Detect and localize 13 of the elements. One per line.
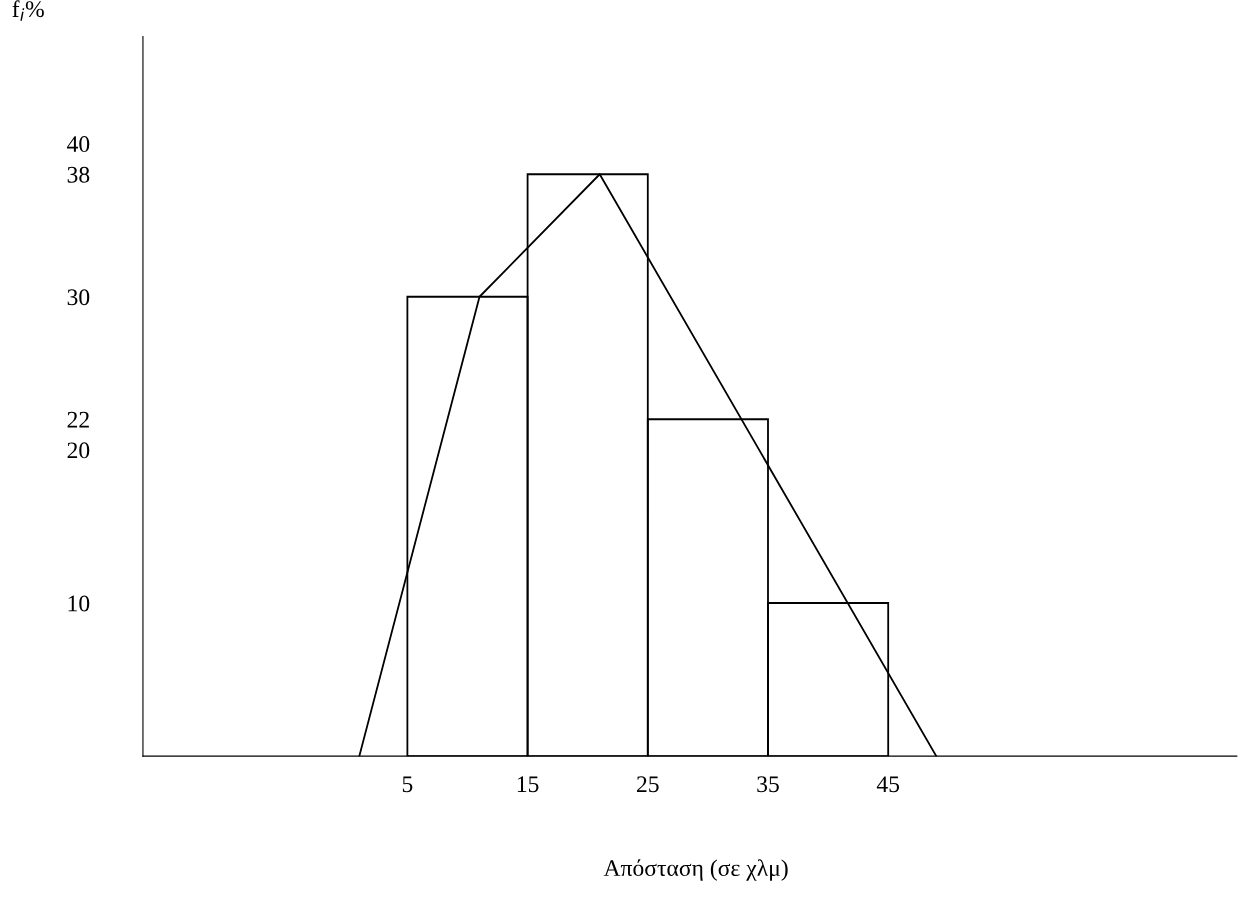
x-tick-label: 45	[876, 776, 900, 793]
y-tick-label: 20	[67, 442, 90, 459]
y-tick-label: 22	[67, 411, 89, 428]
y-tick-label: 10	[68, 595, 90, 612]
y-tick-label: 38	[67, 166, 90, 183]
x-axis-title: Απόσταση (σε χλμ)	[603, 859, 788, 881]
x-tick-label: 15	[517, 776, 539, 793]
x-tick-label: 35	[757, 776, 779, 793]
y-tick-label: 40	[67, 136, 90, 153]
y-tick-label: 30	[67, 289, 90, 306]
x-tick-label: 5	[402, 776, 413, 793]
x-tick-label: 25	[637, 776, 659, 793]
y-axis-title: f$_{i}$%	[12, 0, 44, 21]
